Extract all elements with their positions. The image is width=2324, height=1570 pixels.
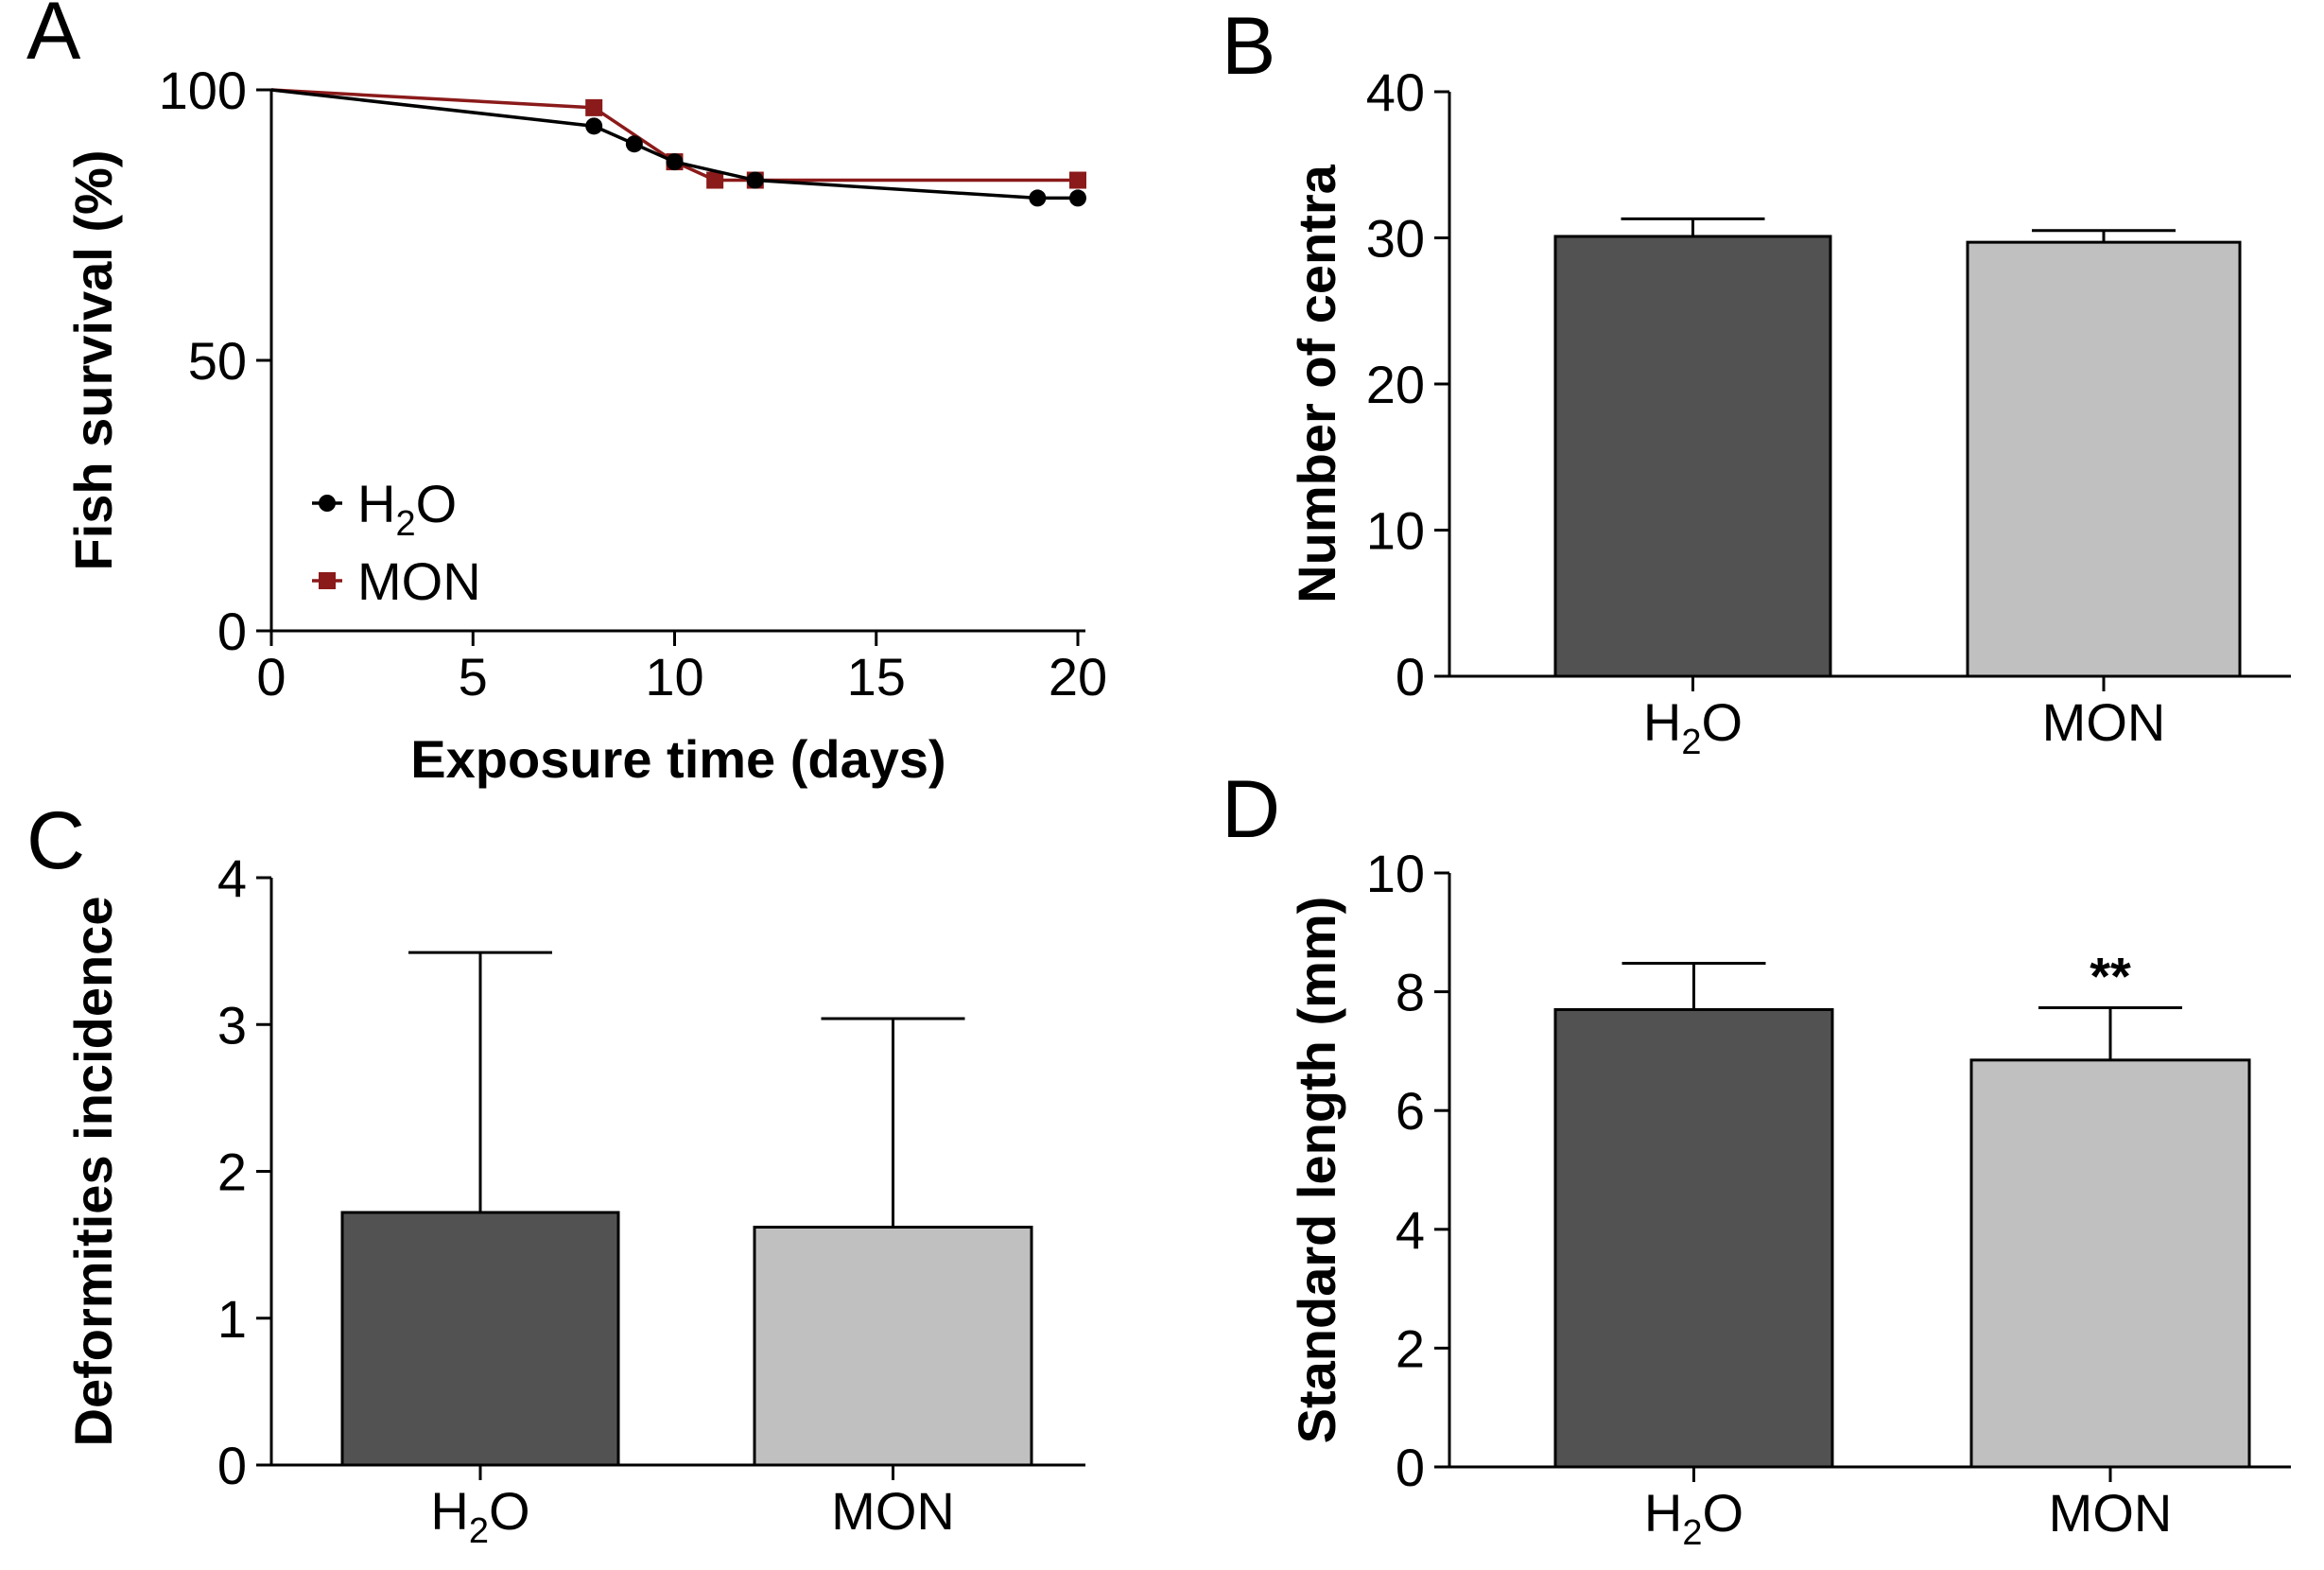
panel-a-series-mon-point (585, 98, 603, 116)
panel-c-y-title: Deformities incidence (63, 897, 123, 1447)
panel-c-y-tick-label: 4 (217, 848, 247, 908)
panel-a-legend-h2o-label-sub: 2 (395, 504, 415, 544)
panel-d-bar-h2o-label-sub: 2 (1682, 1513, 1702, 1553)
panel-d-bar-mon (1969, 1058, 2251, 1469)
panel-d-y-tick-label: 0 (1396, 1438, 1425, 1497)
panel-a-series-h2o-point (746, 171, 764, 189)
panel-a-y-tick-label: 50 (188, 331, 247, 391)
panel-a-x-tick-label: 15 (847, 647, 906, 706)
panel-b-y-tick-label: 10 (1366, 501, 1425, 561)
panel-b-letter: B (1222, 1, 1275, 92)
panel-c-bar-mon-label: MON (831, 1481, 955, 1541)
panel-c-bar-mon (753, 1225, 1033, 1467)
panel-a: A 0 50 100 Fish survival (%) 0 5 10 15 20 Exposure… (26, 0, 1107, 789)
panel-a-x-title: Exposure time (days) (410, 729, 945, 789)
panel-a-series-h2o-point (625, 135, 643, 153)
panel-b-bar-mon-label-main: MON (2042, 692, 2166, 752)
panel-a-legend-h2o-label-main: H (357, 474, 395, 533)
panel-b-bar-h2o-label-main: H (1643, 692, 1681, 752)
panel-a-legend-mon-label: MON (357, 551, 481, 611)
panel-c-bar-h2o-label: H2O (430, 1481, 529, 1551)
panel-b-bar-h2o-label-sub: 2 (1681, 723, 1701, 762)
panel-a-legend-mon-swatch (319, 572, 336, 589)
panel-b: B 0 10 20 30 40 Number of centra H2O MON (1222, 1, 2291, 762)
panel-c-y-tick-label: 3 (217, 995, 247, 1055)
panel-a-legend-h2o-label-suffix: O (416, 474, 458, 533)
panel-a-y-tick-label: 100 (159, 61, 247, 120)
panel-a-legend-h2o-swatch (319, 495, 336, 512)
panel-d-bar-h2o (1553, 1007, 1834, 1469)
panel-a-series-h2o-point (585, 117, 603, 135)
panel-a-series-h2o-point (666, 153, 684, 171)
panel-b-bar-mon (1966, 240, 2242, 678)
panel-c-y-tick-label: 2 (217, 1143, 247, 1202)
panel-d-y-tick-label: 2 (1396, 1318, 1425, 1378)
panel-c-bar-h2o-label-suffix: O (489, 1481, 530, 1541)
panel-a-x-tick-label: 20 (1049, 647, 1107, 706)
panel-b-bar-h2o (1553, 235, 1832, 678)
panel-b-y-title: Number of centra (1287, 164, 1346, 602)
panel-a-y-title: Fish survival (%) (63, 149, 123, 570)
panel-d-bar-h2o-label-suffix: O (1703, 1483, 1744, 1543)
panel-d-y-tick-label: 6 (1396, 1081, 1425, 1141)
panel-d-bar-h2o-label-main: H (1644, 1483, 1682, 1543)
panel-a-series-mon-point (1069, 171, 1086, 189)
panel-a-x-tick-label: 5 (459, 647, 488, 706)
panel-b-y-tick-label: 30 (1366, 209, 1425, 269)
panel-d-y-tick-label: 10 (1366, 844, 1425, 903)
panel-c-y-tick-label: 0 (217, 1436, 247, 1495)
panel-d-y-tick-label: 4 (1396, 1200, 1425, 1260)
panel-c-bar-mon-label-main: MON (831, 1481, 955, 1541)
panel-a-x-tick-label: 0 (256, 647, 286, 706)
panel-b-y-tick-label: 0 (1396, 647, 1425, 706)
panel-c-bar-h2o-label-sub: 2 (469, 1511, 489, 1551)
panel-d-bar-mon-significance: ** (2090, 947, 2131, 1006)
panel-c-bar-h2o-label-main: H (430, 1481, 468, 1541)
panel-a-y-tick-label: 0 (217, 602, 247, 661)
panel-d-bar-h2o-label: H2O (1644, 1483, 1743, 1553)
panel-a-legend-h2o-label: H2O (357, 474, 457, 544)
panel-b-y-tick-label: 20 (1366, 355, 1425, 414)
panel-a-series-h2o-point (1069, 189, 1086, 207)
panel-b-bar-mon-label: MON (2042, 692, 2166, 752)
panel-a-series-mon-line (270, 88, 1078, 183)
panel-a-series-mon-point (706, 171, 724, 189)
panel-a-series-h2o-point (1029, 189, 1047, 207)
panel-d-letter: D (1222, 764, 1280, 855)
panel-b-y-tick-label: 40 (1366, 62, 1425, 122)
panel-d-bar-mon-label-main: MON (2049, 1483, 2173, 1543)
panel-b-bar-h2o-label-suffix: O (1702, 692, 1743, 752)
panel-c-bar-h2o (340, 1211, 620, 1467)
panel-a-letter: A (26, 0, 81, 77)
panel-d-y-tick-label: 8 (1396, 963, 1425, 1022)
panel-a-x-tick-label: 10 (645, 647, 703, 706)
panel-c-y-tick-label: 1 (217, 1289, 247, 1349)
panel-d-bar-mon-label: MON (2049, 1483, 2173, 1543)
panel-a-legend-mon-label-main: MON (357, 551, 481, 611)
panel-c-letter: C (26, 795, 85, 886)
panel-b-bar-h2o-label: H2O (1643, 692, 1743, 762)
panel-d-y-title: Standard length (mm) (1287, 897, 1346, 1444)
